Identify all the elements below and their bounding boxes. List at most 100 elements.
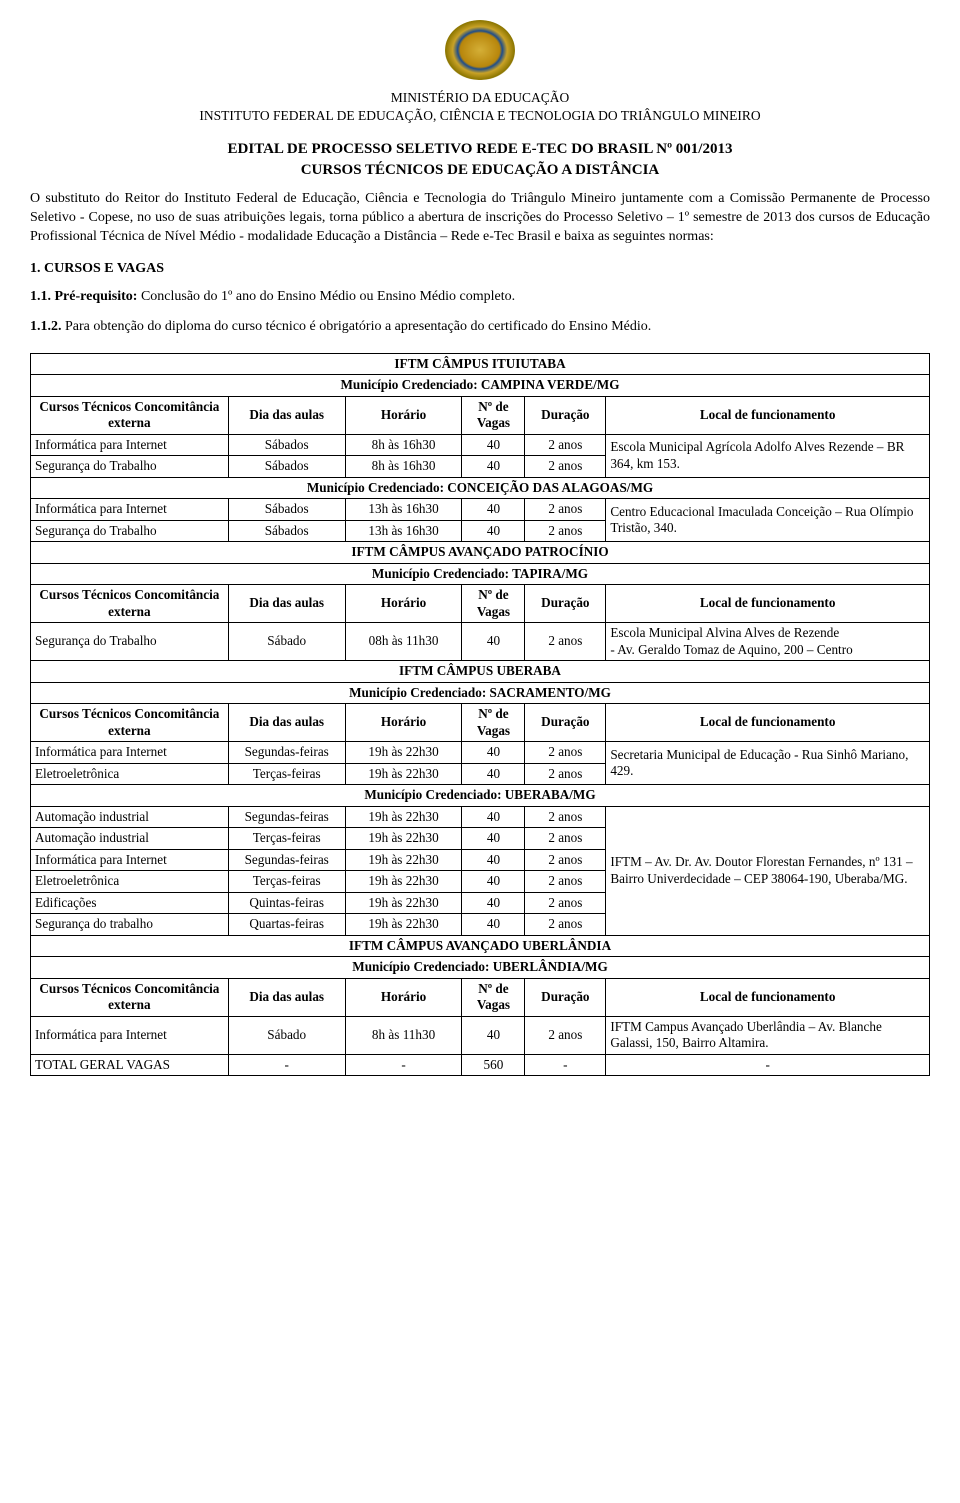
cell-curso: Automação industrial — [31, 806, 229, 828]
municipio-row: Município Credenciado: SACRAMENTO/MG — [31, 682, 930, 704]
table-row: Informática para InternetSegundas-feiras… — [31, 742, 930, 764]
cell-horario: 19h às 22h30 — [345, 742, 462, 764]
col-duracao: Duração — [525, 396, 606, 434]
cell-dia: Terças-feiras — [228, 763, 345, 785]
cell-dia: Terças-feiras — [228, 871, 345, 893]
col-dia: Dia das aulas — [228, 704, 345, 742]
campus-name-cell: IFTM CÂMPUS AVANÇADO UBERLÂNDIA — [31, 935, 930, 957]
campus-row: IFTM CÂMPUS UBERABA — [31, 661, 930, 683]
cell-dia: Quartas-feiras — [228, 914, 345, 936]
col-horario: Horário — [345, 585, 462, 623]
cell-curso: Edificações — [31, 892, 229, 914]
col-curso: Cursos Técnicos Concomitância externa — [31, 978, 229, 1016]
column-header-row: Cursos Técnicos Concomitância externaDia… — [31, 704, 930, 742]
col-vagas: Nº de Vagas — [462, 396, 525, 434]
campus-row: IFTM CÂMPUS ITUIUTABA — [31, 353, 930, 375]
municipio-name-cell: Município Credenciado: SACRAMENTO/MG — [31, 682, 930, 704]
cell-duracao: 2 anos — [525, 520, 606, 542]
para-1-1-rest: Conclusão do 1º ano do Ensino Médio ou E… — [137, 289, 515, 304]
municipio-name-cell: Município Credenciado: TAPIRA/MG — [31, 563, 930, 585]
table-row: Informática para InternetSábados8h às 16… — [31, 434, 930, 456]
total-label: TOTAL GERAL VAGAS — [31, 1054, 229, 1076]
municipio-row: Município Credenciado: UBERABA/MG — [31, 785, 930, 807]
cell-horario: 08h às 11h30 — [345, 623, 462, 661]
column-header-row: Cursos Técnicos Concomitância externaDia… — [31, 585, 930, 623]
col-curso: Cursos Técnicos Concomitância externa — [31, 396, 229, 434]
intro-paragraph: O substituto do Reitor do Instituto Fede… — [30, 190, 930, 247]
cell-horario: 13h às 16h30 — [345, 520, 462, 542]
edital-line2: CURSOS TÉCNICOS DE EDUCAÇÃO A DISTÂNCIA — [301, 162, 660, 178]
cell-vagas: 40 — [462, 828, 525, 850]
cell-vagas: 40 — [462, 742, 525, 764]
table-row: Segurança do TrabalhoSábado08h às 11h304… — [31, 623, 930, 661]
cell-duracao: 2 anos — [525, 763, 606, 785]
campus-name-cell: IFTM CÂMPUS AVANÇADO PATROCÍNIO — [31, 542, 930, 564]
municipio-name-cell: Município Credenciado: UBERLÂNDIA/MG — [31, 957, 930, 979]
col-vagas: Nº de Vagas — [462, 978, 525, 1016]
campus-row: IFTM CÂMPUS AVANÇADO PATROCÍNIO — [31, 542, 930, 564]
cell-local: Escola Municipal Agrícola Adolfo Alves R… — [606, 434, 930, 477]
cell-local: IFTM Campus Avançado Uberlândia – Av. Bl… — [606, 1016, 930, 1054]
cell-vagas: 40 — [462, 520, 525, 542]
cell-duracao: 2 anos — [525, 499, 606, 521]
cell-dia: Segundas-feiras — [228, 806, 345, 828]
cell-local: Secretaria Municipal de Educação - Rua S… — [606, 742, 930, 785]
col-local: Local de funcionamento — [606, 704, 930, 742]
cell-vagas: 40 — [462, 849, 525, 871]
col-curso: Cursos Técnicos Concomitância externa — [31, 585, 229, 623]
institute-line: INSTITUTO FEDERAL DE EDUCAÇÃO, CIÊNCIA E… — [30, 107, 930, 125]
cell-duracao: 2 anos — [525, 434, 606, 456]
ministry-line: MINISTÉRIO DA EDUCAÇÃO — [30, 89, 930, 107]
cell-duracao: 2 anos — [525, 742, 606, 764]
col-local: Local de funcionamento — [606, 396, 930, 434]
cell-local: Centro Educacional Imaculada Conceição –… — [606, 499, 930, 542]
cell-dia: Sábado — [228, 623, 345, 661]
cell-curso: Segurança do trabalho — [31, 914, 229, 936]
cell-duracao: 2 anos — [525, 914, 606, 936]
cell-duracao: 2 anos — [525, 456, 606, 478]
edital-title: EDITAL DE PROCESSO SELETIVO REDE E-TEC D… — [30, 139, 930, 180]
col-local: Local de funcionamento — [606, 978, 930, 1016]
cell-vagas: 40 — [462, 434, 525, 456]
cell-curso: Segurança do Trabalho — [31, 520, 229, 542]
para-1-1: 1.1. Pré-requisito: Conclusão do 1º ano … — [30, 289, 930, 305]
brasil-emblem-icon — [445, 20, 515, 80]
cell-dia: Sábados — [228, 456, 345, 478]
cell-curso: Segurança do Trabalho — [31, 623, 229, 661]
cell-horario: 8h às 11h30 — [345, 1016, 462, 1054]
col-curso: Cursos Técnicos Concomitância externa — [31, 704, 229, 742]
cell-duracao: 2 anos — [525, 828, 606, 850]
cell-horario: 19h às 22h30 — [345, 806, 462, 828]
cell-dia: Segundas-feiras — [228, 742, 345, 764]
municipio-row: Município Credenciado: UBERLÂNDIA/MG — [31, 957, 930, 979]
cell-dia: Sábados — [228, 499, 345, 521]
cell-vagas: 40 — [462, 892, 525, 914]
cell-curso: Informática para Internet — [31, 499, 229, 521]
edital-line1: EDITAL DE PROCESSO SELETIVO REDE E-TEC D… — [228, 141, 733, 157]
municipio-name-cell: Município Credenciado: UBERABA/MG — [31, 785, 930, 807]
cell-curso: Eletroeletrônica — [31, 763, 229, 785]
cell-dia: Sábados — [228, 520, 345, 542]
cell-vagas: 40 — [462, 456, 525, 478]
table-row: Informática para InternetSábado8h às 11h… — [31, 1016, 930, 1054]
cell-curso: Eletroeletrônica — [31, 871, 229, 893]
municipio-row: Município Credenciado: TAPIRA/MG — [31, 563, 930, 585]
total-row: TOTAL GERAL VAGAS--560-- — [31, 1054, 930, 1076]
cell-vagas: 40 — [462, 499, 525, 521]
total-local: - — [606, 1054, 930, 1076]
cell-vagas: 40 — [462, 623, 525, 661]
col-vagas: Nº de Vagas — [462, 585, 525, 623]
cell-curso: Informática para Internet — [31, 1016, 229, 1054]
cell-local: IFTM – Av. Dr. Av. Doutor Florestan Fern… — [606, 806, 930, 935]
col-duracao: Duração — [525, 978, 606, 1016]
municipio-row: Município Credenciado: CONCEIÇÃO DAS ALA… — [31, 477, 930, 499]
cell-dia: Sábados — [228, 434, 345, 456]
cell-duracao: 2 anos — [525, 871, 606, 893]
col-dia: Dia das aulas — [228, 978, 345, 1016]
cell-horario: 19h às 22h30 — [345, 763, 462, 785]
table-row: Informática para InternetSábados13h às 1… — [31, 499, 930, 521]
para-1-1-2-rest: Para obtenção do diploma do curso técnic… — [62, 319, 652, 334]
cell-horario: 19h às 22h30 — [345, 914, 462, 936]
section-1-title: 1. CURSOS E VAGAS — [30, 261, 930, 277]
cell-horario: 13h às 16h30 — [345, 499, 462, 521]
